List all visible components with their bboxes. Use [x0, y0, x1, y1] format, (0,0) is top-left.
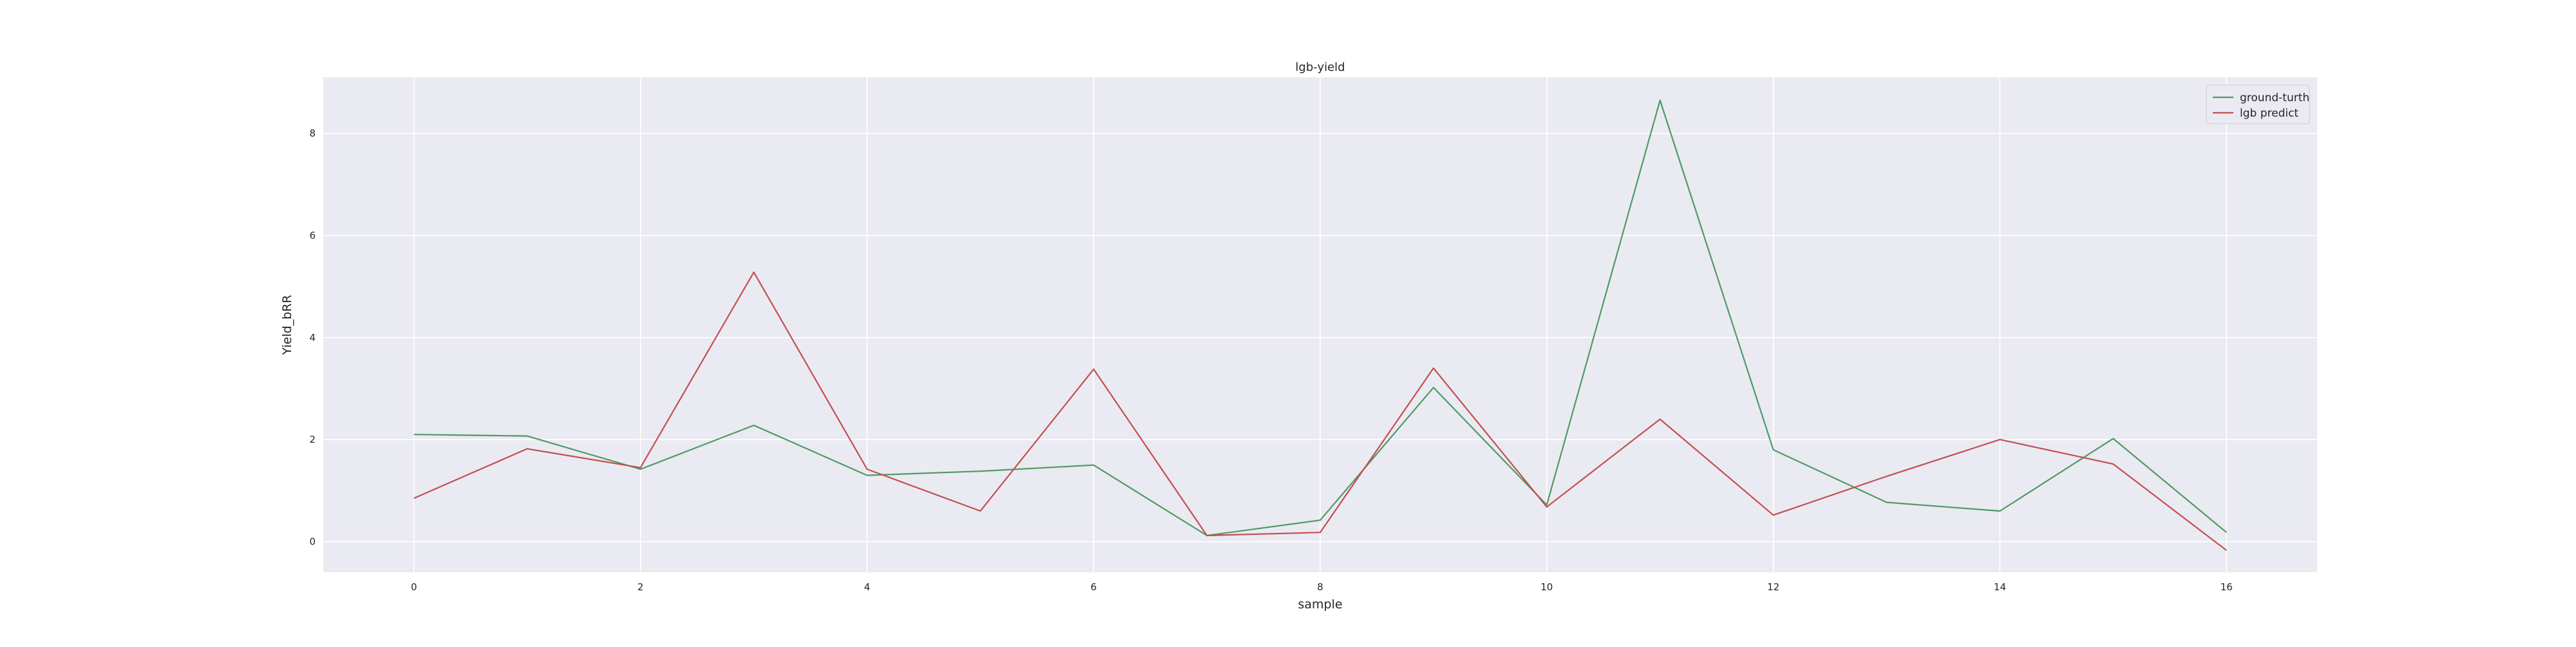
y-tick-labels: 0 2 4 6 8: [309, 128, 316, 547]
chart-title: lgb-yield: [1295, 61, 1345, 74]
y-tick-label: 4: [309, 332, 316, 343]
x-tick-label: 4: [864, 581, 871, 593]
y-tick-label: 0: [309, 536, 316, 547]
x-tick-label: 14: [1994, 581, 2006, 593]
y-tick-label: 8: [309, 128, 316, 139]
x-axis-label: sample: [1298, 597, 1342, 612]
legend-box: [2206, 84, 2310, 124]
x-tick-label: 2: [638, 581, 644, 593]
x-tick-label: 16: [2221, 581, 2233, 593]
series-line: [413, 271, 2227, 551]
legend-label: ground-turth: [2240, 92, 2309, 104]
x-tick-label: 12: [1767, 581, 1779, 593]
legend-label: lgb predict: [2240, 107, 2298, 120]
series-line: [413, 99, 2228, 537]
legend: ground-turth lgb predict: [2206, 84, 2310, 124]
y-tick-label: 2: [309, 434, 316, 445]
x-tick-label: 6: [1090, 581, 1097, 593]
grid-lines: [323, 77, 2317, 572]
x-tick-label: 10: [1540, 581, 1553, 593]
x-tick-labels: 0 2 4 6 8 10 12 14 16: [411, 581, 2233, 593]
legend-items: ground-turth lgb predict: [2213, 92, 2309, 120]
series-lines: [413, 99, 2228, 551]
y-axis-label: Yield_bRR: [280, 295, 294, 355]
x-tick-label: 0: [411, 581, 417, 593]
x-tick-label: 8: [1317, 581, 1323, 593]
y-tick-label: 6: [309, 229, 316, 241]
